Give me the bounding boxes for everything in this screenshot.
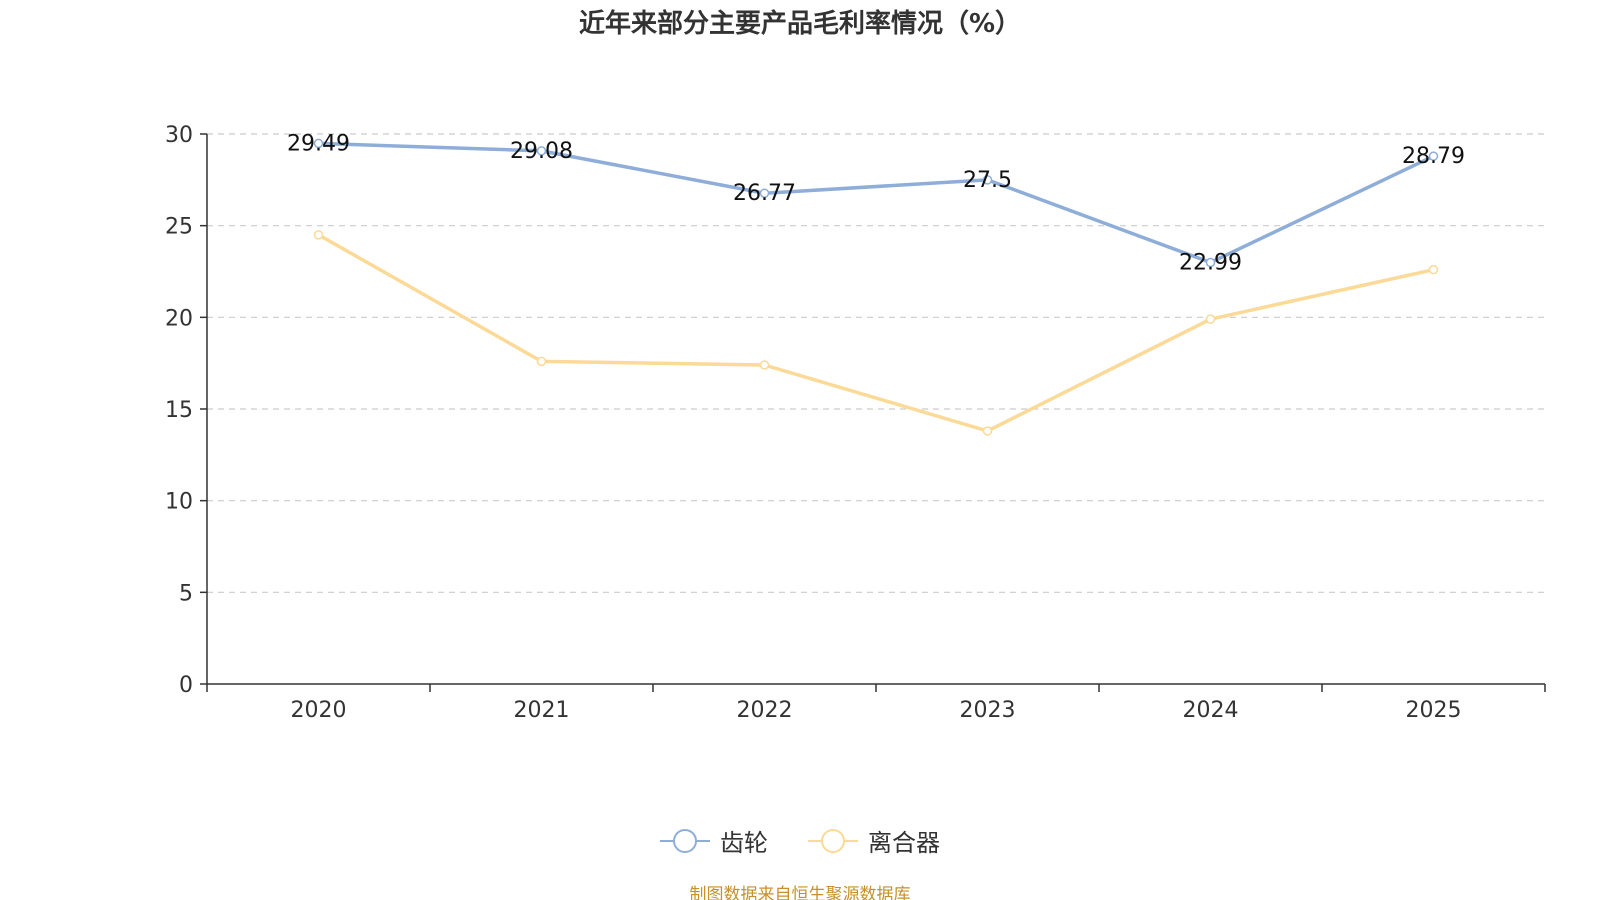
data-point [313, 138, 324, 149]
data-point [1428, 264, 1439, 275]
legend-line-circle-icon [808, 828, 858, 854]
y-tick-label: 25 [165, 215, 193, 240]
x-tick-label: 2023 [960, 698, 1016, 723]
y-tick-label: 5 [179, 581, 193, 606]
legend-item-gear[interactable]: 齿轮 [660, 823, 768, 858]
source-note: 制图数据来自恒生聚源数据库 [689, 885, 911, 900]
x-tick-label: 2021 [514, 698, 570, 723]
data-label: 29.08 [510, 139, 573, 164]
x-tick-label: 2020 [291, 698, 347, 723]
grid-layer [207, 133, 1545, 593]
y-tick-label: 20 [165, 306, 193, 331]
data-point [759, 360, 770, 370]
legend-item-clutch[interactable]: 离合器 [808, 823, 940, 858]
data-point [982, 175, 993, 185]
legend-label: 离合器 [868, 829, 940, 857]
series-layer [313, 138, 1439, 436]
legend: 齿轮 离合器 [0, 823, 1600, 858]
series-line-0 [318, 141, 1435, 265]
x-tick-label: 2024 [1183, 698, 1239, 723]
x-tick-label: 2022 [737, 698, 793, 723]
data-point [536, 356, 547, 367]
data-label: 27.5 [963, 168, 1012, 193]
y-tick-label: 30 [165, 123, 193, 148]
data-label: 28.79 [1402, 144, 1465, 169]
label-layer: 29.49 29.08 26.77 27.5 22.99 28.79 [287, 131, 1465, 275]
y-tick-label: 10 [165, 490, 193, 515]
x-tick-label: 2025 [1406, 698, 1462, 723]
data-point [982, 426, 993, 436]
data-label: 26.77 [733, 181, 796, 206]
data-point [536, 146, 547, 156]
legend-line-circle-icon [660, 828, 710, 854]
data-point [759, 188, 770, 198]
y-tick-label: 0 [179, 673, 193, 698]
data-label: 22.99 [1179, 251, 1242, 276]
data-point [1205, 257, 1216, 268]
chart-title: 近年来部分主要产品毛利率情况（%） [578, 9, 1022, 39]
data-point [1205, 314, 1216, 324]
data-point [313, 230, 324, 240]
data-label: 29.49 [287, 131, 350, 156]
data-point [1428, 151, 1439, 161]
series-line-1 [317, 233, 1434, 433]
y-tick-label: 15 [165, 398, 193, 423]
legend-label: 齿轮 [720, 829, 768, 857]
